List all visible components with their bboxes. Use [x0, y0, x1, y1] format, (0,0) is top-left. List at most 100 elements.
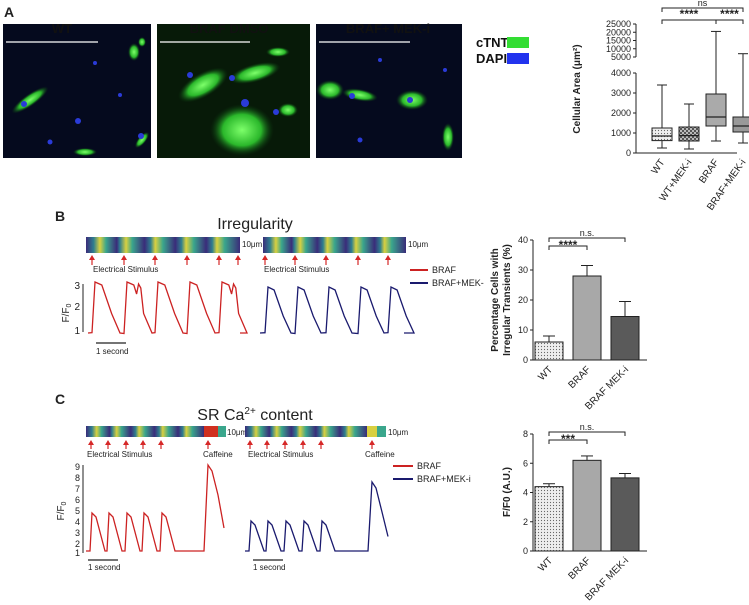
y-tick-label: 4	[523, 488, 528, 498]
micrograph-title: BRAF+ MEK-i	[346, 21, 430, 36]
y-tick-label: 10000	[606, 44, 631, 54]
y-tick-label: 2	[523, 517, 528, 527]
y-tick-label: 6	[523, 458, 528, 468]
stimulus-arrowhead	[292, 255, 298, 260]
legend-label: BRAF	[432, 265, 457, 275]
box	[732, 116, 749, 133]
significance-label: n.s.	[580, 228, 595, 238]
panel-c-label: C	[55, 391, 65, 407]
significance-label: ns	[698, 0, 708, 8]
stain-swatch	[507, 53, 529, 64]
bar	[610, 477, 640, 552]
caffeine-label: Caffeine	[203, 450, 233, 459]
significance-bracket	[715, 19, 744, 24]
y-tick-label: 25000	[606, 19, 631, 29]
y-tick-label: 2000	[611, 108, 631, 118]
trace-ylabel: F/F0	[61, 303, 73, 322]
trace-legend: BRAF BRAF+MEK-i	[393, 461, 471, 484]
stimulus-arrowhead	[300, 440, 306, 445]
trace-ytick: 3	[74, 281, 80, 292]
panel-b-label: B	[55, 208, 65, 224]
stimulus-arrowhead	[88, 440, 94, 445]
significance-bracket	[548, 431, 626, 436]
trace-braf-caffeine	[86, 462, 225, 552]
svg-text:9: 9	[75, 462, 80, 472]
stimulus-arrowhead	[89, 255, 95, 260]
stimulus-arrowhead	[158, 440, 164, 445]
y-tick-label: 30	[518, 265, 528, 275]
x-tick-label: WT	[650, 157, 668, 176]
time-label: 1 second	[253, 563, 285, 572]
svg-text:3: 3	[75, 528, 80, 538]
kymograph-braf-meki-caffeine	[245, 426, 386, 437]
significance-label: ****	[680, 7, 699, 21]
legend-label: BRAF+MEK-i	[417, 474, 471, 484]
stimulus-arrowhead	[105, 440, 111, 445]
trace-braf-meki	[259, 285, 416, 335]
y-tick-label: 8	[523, 429, 528, 439]
kymograph-braf-caffeine	[86, 426, 226, 437]
stimulus-arrowhead	[140, 440, 146, 445]
scale-label: 10μm	[242, 240, 263, 249]
trace-braf-meki-caffeine	[245, 480, 389, 552]
y-tick-label: 0	[523, 546, 528, 556]
x-tick-label: BRAF	[566, 555, 593, 582]
significance-label: n.s.	[580, 422, 595, 432]
stimulus-label: Electrical Stimulus	[264, 265, 329, 274]
trace-ytick: 1	[74, 326, 80, 337]
scale-label: 10μm	[388, 428, 409, 437]
legend-label: BRAF	[417, 461, 442, 471]
trace-ytick: 2	[74, 302, 80, 313]
significance-bracket	[548, 245, 588, 250]
stimulus-arrowhead	[264, 440, 270, 445]
trace-c-yaxis: 9 8 7 6 5 4 3 2 1	[75, 462, 84, 558]
y-tick-label: 3000	[611, 88, 631, 98]
y-axis-label: Percentage Cells with	[490, 248, 501, 351]
bar	[572, 459, 602, 552]
y-tick-label: 5000	[611, 52, 631, 62]
trace-ylabel: F/F0	[56, 501, 68, 520]
stimulus-arrowhead	[323, 255, 329, 260]
significance-bracket	[548, 237, 626, 242]
svg-text:6: 6	[75, 495, 80, 505]
svg-text:4: 4	[75, 517, 80, 527]
svg-text:7: 7	[75, 484, 80, 494]
cellular-area-boxplot: 0 1000 2000 3000 4000 50001000015000200002500…	[572, 0, 749, 213]
scale-label: 10μm	[227, 428, 248, 437]
stain-legend-label: cTNT	[476, 35, 509, 50]
stimulus-arrowhead	[121, 255, 127, 260]
panel-b-title: Irregularity	[217, 216, 293, 233]
caffeine-label: Caffeine	[365, 450, 395, 459]
y-tick-label: 0	[523, 355, 528, 365]
panel-a-label: A	[4, 4, 14, 20]
svg-text:1: 1	[75, 548, 80, 558]
time-label: 1 second	[88, 563, 120, 572]
y-tick-label: 15000	[606, 36, 631, 46]
bar	[534, 486, 564, 552]
stain-legend-label: DAPI	[476, 51, 507, 66]
y-tick-label: 4000	[611, 68, 631, 78]
micrograph-braf-dmso	[157, 24, 310, 158]
stimulus-arrowhead	[184, 255, 190, 260]
stimulus-arrowhead	[123, 440, 129, 445]
svg-text:8: 8	[75, 473, 80, 483]
stimulus-arrows	[89, 255, 391, 265]
x-tick-label: WT	[536, 555, 555, 574]
stimulus-arrowhead	[247, 440, 253, 445]
caffeine-arrowhead	[369, 440, 375, 445]
micrograph-title: WT	[52, 21, 72, 36]
kymograph-braf-meki	[263, 237, 406, 253]
stimulus-arrowhead	[235, 255, 241, 260]
stimulus-label: Electrical Stimulus	[87, 450, 152, 459]
box	[651, 127, 673, 142]
trace-braf	[87, 281, 248, 335]
significance-bracket	[661, 7, 744, 12]
time-label: 1 second	[96, 347, 128, 356]
svg-text:5: 5	[75, 506, 80, 516]
svg-text:2: 2	[75, 539, 80, 549]
stimulus-arrowhead	[282, 440, 288, 445]
stimulus-label: Electrical Stimulus	[248, 450, 313, 459]
significance-label: ***	[561, 432, 575, 446]
